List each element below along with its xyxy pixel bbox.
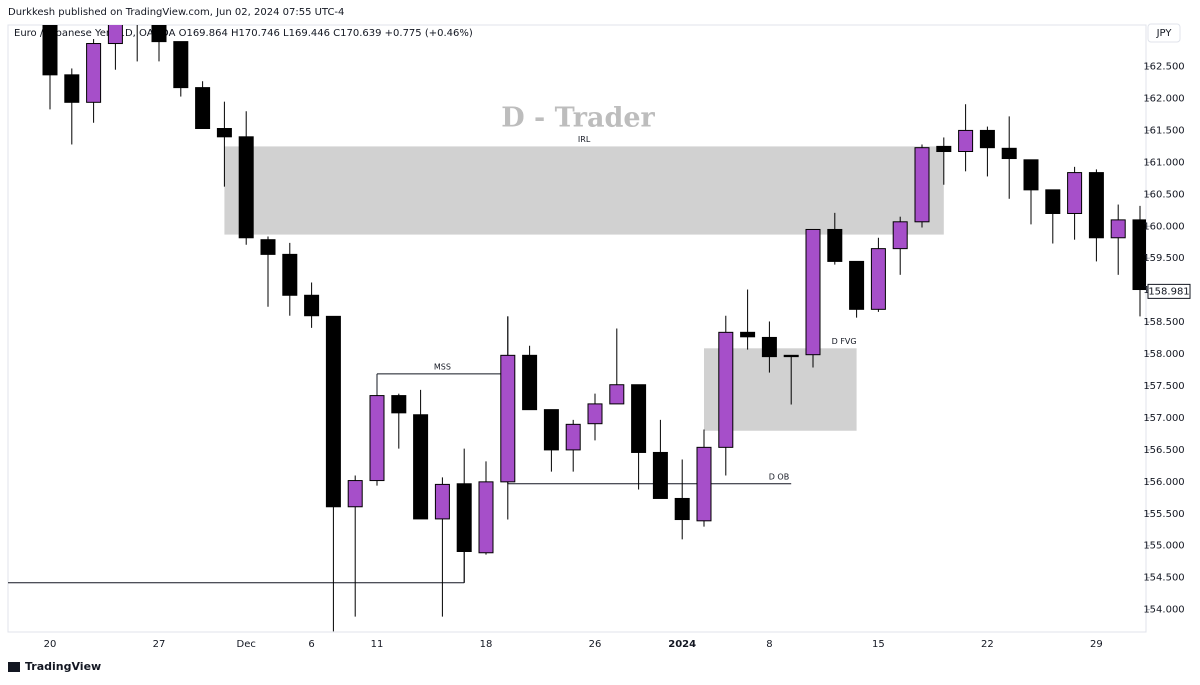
y-tick-label: 159.500 [1143, 253, 1184, 264]
candle-body [151, 25, 167, 43]
x-tick-label: Dec [237, 639, 256, 650]
candle-body [1088, 172, 1104, 239]
y-tick-label: 157.500 [1143, 381, 1184, 392]
brand: TradingView [25, 660, 101, 673]
candle-body [1023, 159, 1039, 191]
y-tick-label: 162.500 [1143, 62, 1184, 73]
x-tick-label: 8 [766, 639, 772, 650]
x-tick-label: 15 [872, 639, 885, 650]
candle-body [979, 129, 995, 149]
candle-body [565, 423, 581, 451]
candle-body [391, 395, 407, 414]
candle-body [1132, 219, 1146, 291]
candle-body [434, 483, 450, 520]
x-tick-label: 22 [981, 639, 994, 650]
y-tick-label: 160.500 [1143, 189, 1184, 200]
candle-body [587, 403, 603, 425]
candle-body [631, 384, 647, 453]
candle-body [86, 43, 102, 103]
x-tick-label: 20 [44, 639, 57, 650]
zone [224, 146, 944, 235]
currency-box[interactable] [1147, 23, 1181, 43]
candle-body [522, 354, 538, 411]
last-price-box [1147, 283, 1191, 299]
y-tick-label: 160.000 [1143, 221, 1184, 232]
brand-logo [8, 662, 20, 672]
candle-body [347, 480, 363, 508]
candle-body [500, 354, 516, 483]
y-tick-label: 156.500 [1143, 445, 1184, 456]
candle-body [827, 228, 843, 262]
level-label: D OB [769, 472, 790, 481]
candle-body [282, 253, 298, 296]
y-tick-label: 158.000 [1143, 349, 1184, 360]
y-tick-label: 158.500 [1143, 317, 1184, 328]
y-tick-label: 157.000 [1143, 413, 1184, 424]
candle-body [783, 354, 799, 358]
plot: IRL D FVG MSS D OB [8, 17, 1146, 632]
x-tick-label: 29 [1090, 639, 1103, 650]
x-tick-label: 26 [589, 639, 602, 650]
zone-label: D FVG [832, 337, 857, 346]
candle-body [674, 497, 690, 521]
candle-body [1001, 147, 1017, 160]
candle-body [216, 128, 232, 138]
candle-body [413, 414, 429, 520]
candle-body [718, 331, 734, 448]
currency[interactable]: JPY [1156, 28, 1173, 39]
candle-body [304, 294, 320, 317]
candle-body [173, 41, 189, 89]
candle-body [1110, 219, 1126, 239]
candle-body [64, 74, 80, 103]
candle-body [696, 446, 712, 522]
candle-body [543, 409, 559, 451]
level-label: MSS [434, 362, 451, 371]
x-tick-label: 18 [480, 639, 493, 650]
last-price-label: 158.981 [1148, 286, 1189, 297]
y-tick-label: 161.500 [1143, 125, 1184, 136]
candle-body [609, 384, 625, 405]
candle-body [870, 248, 886, 310]
candle-body [761, 336, 777, 358]
watermark-title: D - Trader [501, 103, 655, 134]
x-tick-label: 6 [308, 639, 314, 650]
zone-label: IRL [578, 135, 591, 144]
candle-body [42, 25, 58, 76]
x-tick-label: 2024 [668, 639, 696, 650]
candle-body [195, 87, 211, 130]
candle-body [914, 147, 930, 223]
candle-body [892, 221, 908, 250]
candle-body [1067, 172, 1083, 214]
candle-body [238, 136, 254, 239]
candle-body [130, 17, 144, 24]
candle-body [652, 451, 668, 499]
candle-body [369, 395, 385, 482]
candle-body [260, 239, 276, 255]
y-tick-label: 155.000 [1143, 541, 1184, 552]
x-tick-label: 11 [371, 639, 384, 650]
candle-body [849, 260, 865, 310]
publisher: Durkkesh published on TradingView.com, J… [8, 7, 344, 18]
candle-body [805, 228, 821, 356]
candle-body [456, 483, 472, 552]
candle-body [740, 331, 756, 338]
y-tick-label: 155.500 [1143, 509, 1184, 520]
y-tick-label: 154.000 [1143, 605, 1184, 616]
x-tick-label: 27 [153, 639, 166, 650]
y-tick-label: 156.000 [1143, 477, 1184, 488]
candle-body [107, 25, 123, 45]
y-tick-label: 154.500 [1143, 573, 1184, 584]
candle-body [478, 481, 494, 554]
symbol-info: Euro / Japanese Yen, 1D, OANDA O169.864 … [14, 28, 473, 39]
candle-body [325, 315, 341, 508]
y-tick-label: 161.000 [1143, 157, 1184, 168]
y-tick-label: 162.000 [1143, 93, 1184, 104]
candle-body [1045, 189, 1061, 214]
candle-body [958, 129, 974, 153]
candle-body [936, 145, 952, 153]
